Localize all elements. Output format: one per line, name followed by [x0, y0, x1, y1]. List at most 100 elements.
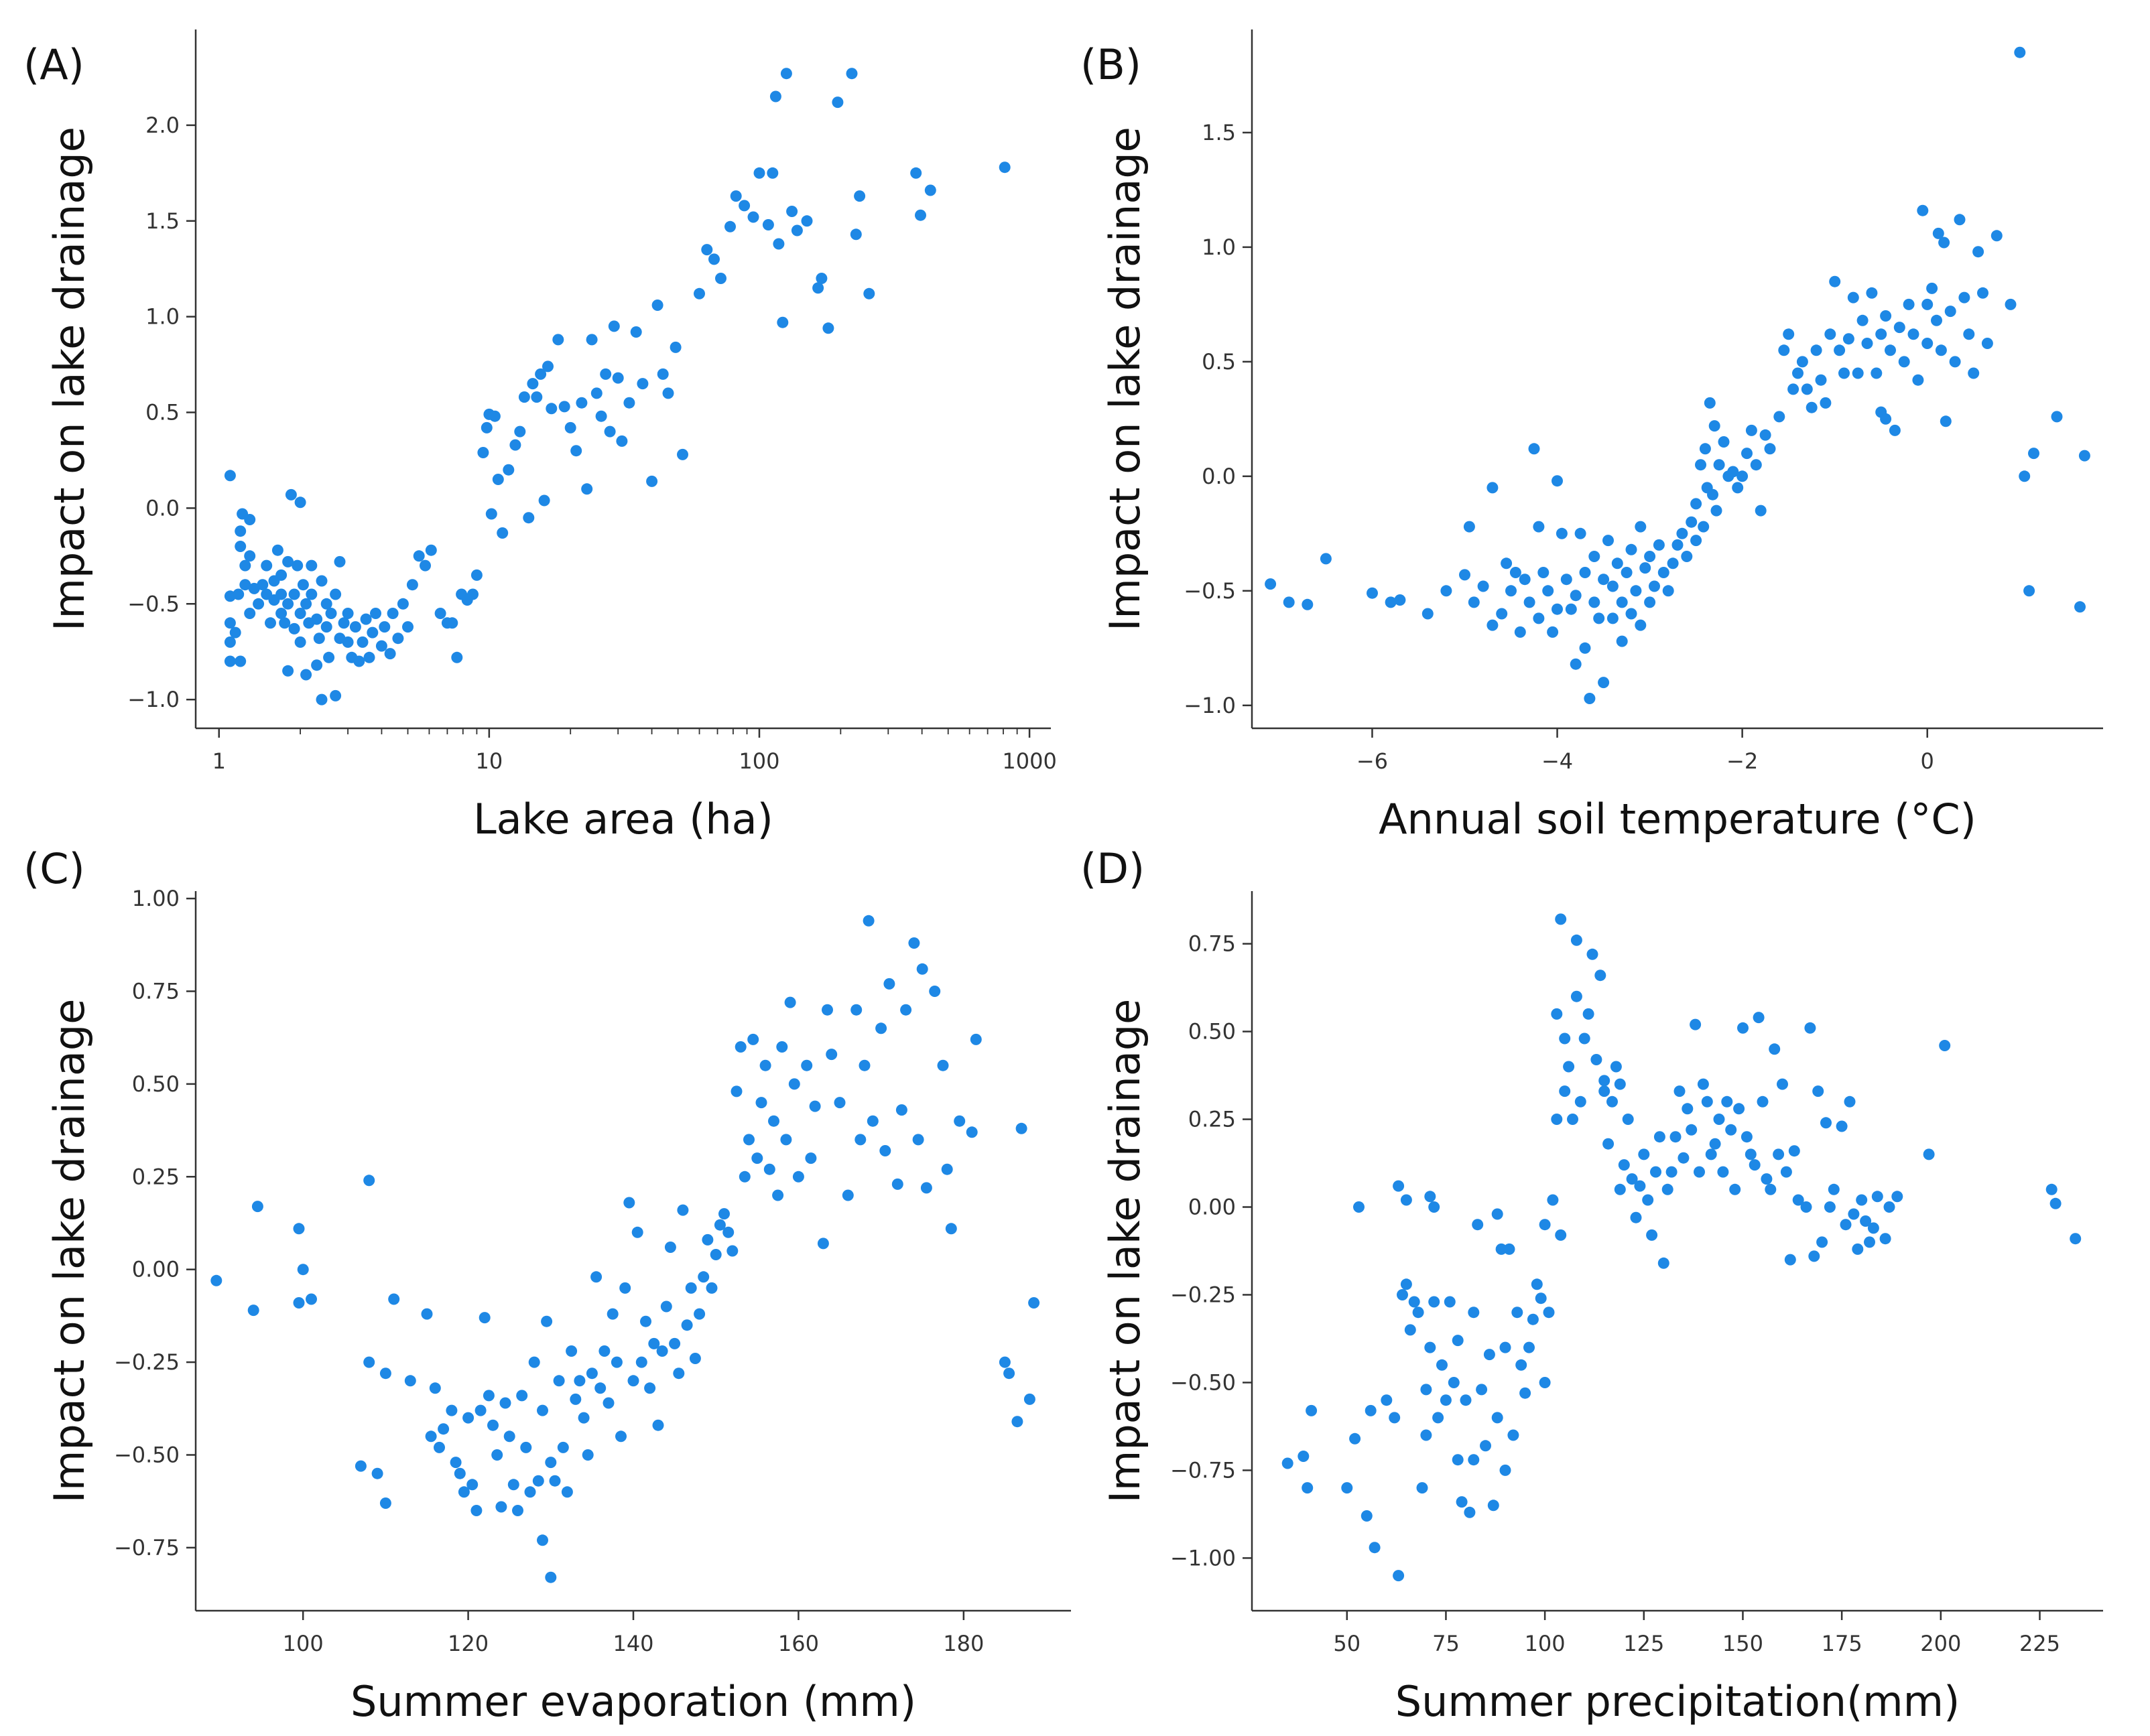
data-point — [726, 1245, 739, 1257]
data-point — [1749, 1159, 1761, 1171]
data-point — [379, 621, 391, 633]
data-point — [768, 1115, 779, 1127]
data-point — [784, 996, 796, 1008]
data-point — [891, 1178, 903, 1190]
data-point — [1824, 1201, 1836, 1213]
data-point — [1717, 1166, 1729, 1178]
data-point — [1698, 521, 1710, 533]
data-point — [615, 1430, 627, 1443]
data-point — [1499, 1341, 1511, 1353]
data-point — [574, 1375, 586, 1387]
data-point — [970, 1033, 982, 1045]
data-point — [1397, 1289, 1408, 1300]
data-point — [1733, 1103, 1745, 1115]
data-point — [446, 617, 458, 629]
data-point — [809, 1100, 821, 1112]
data-point — [677, 448, 688, 460]
data-point — [477, 447, 489, 458]
data-point — [1958, 291, 1970, 304]
data-point — [1487, 482, 1499, 494]
data-point — [1710, 505, 1722, 517]
data-point — [590, 387, 603, 399]
data-point — [1555, 913, 1567, 925]
data-point — [1842, 333, 1854, 345]
data-point — [489, 410, 501, 422]
y-tick-label: 2.0 — [145, 113, 180, 138]
y-tick-label: −0.5 — [127, 591, 180, 616]
data-point — [514, 425, 526, 438]
data-point — [1792, 1194, 1804, 1206]
data-point — [1990, 230, 2003, 242]
data-point — [1686, 1124, 1698, 1136]
data-point — [685, 1282, 697, 1294]
data-point — [1646, 1229, 1658, 1241]
data-point — [623, 397, 635, 409]
data-point — [627, 1375, 639, 1387]
data-point — [780, 1134, 792, 1146]
data-point — [300, 598, 312, 610]
data-point — [288, 588, 300, 600]
data-point — [895, 1104, 907, 1116]
data-point — [657, 368, 669, 380]
data-point — [648, 1337, 660, 1349]
data-point — [1737, 1022, 1749, 1034]
y-tick-label: −1.0 — [127, 687, 180, 712]
data-point — [1657, 567, 1669, 578]
data-point — [1709, 1138, 1721, 1150]
data-point — [1606, 1095, 1618, 1108]
data-point — [549, 1475, 561, 1487]
data-point — [937, 1059, 949, 1071]
data-point — [581, 483, 593, 495]
data-point — [600, 368, 612, 380]
data-point — [379, 1497, 391, 1509]
data-point — [1667, 557, 1679, 570]
data-point — [1649, 580, 1660, 592]
data-point — [2045, 1183, 2058, 1195]
data-point — [387, 608, 399, 619]
data-point — [652, 1419, 664, 1431]
data-point — [660, 1300, 672, 1313]
data-point — [466, 1479, 479, 1491]
y-tick-label: −0.75 — [114, 1535, 180, 1560]
data-point — [247, 1305, 259, 1317]
data-point — [677, 1204, 689, 1216]
data-point — [1690, 498, 1702, 510]
x-tick-label: 175 — [1822, 1631, 1862, 1656]
data-point — [1584, 693, 1596, 704]
data-point — [1713, 459, 1725, 471]
data-point — [251, 1201, 263, 1213]
data-point — [1570, 658, 1582, 670]
data-point — [1812, 1085, 1824, 1097]
y-tick-label: 0.25 — [132, 1164, 180, 1189]
data-point — [538, 494, 550, 507]
data-point — [451, 651, 463, 663]
data-point — [1551, 1114, 1563, 1125]
data-point — [1011, 1416, 1023, 1428]
data-point — [1555, 1229, 1567, 1241]
data-point — [1787, 383, 1799, 395]
data-point — [801, 215, 813, 227]
data-point — [330, 588, 342, 600]
data-point — [1954, 214, 1966, 226]
data-point — [2005, 298, 2017, 310]
data-point — [552, 334, 564, 346]
data-point — [1533, 612, 1545, 624]
data-point — [1265, 578, 1277, 590]
data-point — [323, 651, 335, 663]
data-point — [669, 1337, 681, 1349]
panel-c: 100 120 140 160 180 −0.75 −0.50 −0.25 0.00 0.25 0.… — [23, 844, 1071, 1726]
data-point — [1753, 1012, 1765, 1024]
x-tick-label: 140 — [613, 1631, 653, 1656]
data-point — [1653, 539, 1665, 551]
data-point — [826, 1049, 838, 1061]
data-point — [608, 320, 620, 332]
data-point — [1829, 275, 1841, 287]
data-point — [1725, 1124, 1737, 1136]
data-point — [570, 1393, 582, 1405]
y-tick-label: −0.25 — [114, 1349, 180, 1375]
data-point — [300, 669, 312, 681]
data-point — [867, 1115, 879, 1127]
data-point — [763, 1163, 775, 1175]
data-point — [532, 1475, 544, 1487]
data-point — [582, 1449, 594, 1461]
